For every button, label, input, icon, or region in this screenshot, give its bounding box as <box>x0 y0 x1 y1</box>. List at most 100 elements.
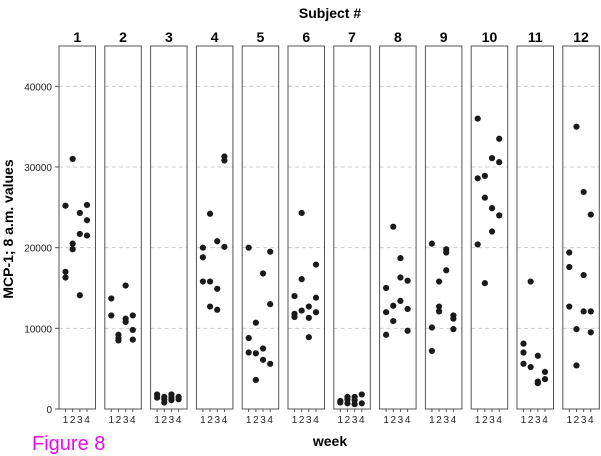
data-point <box>252 350 259 357</box>
data-point <box>267 360 274 367</box>
data-point <box>520 349 527 356</box>
data-point <box>298 276 305 283</box>
data-point <box>221 243 228 250</box>
facet-label: 8 <box>394 29 402 45</box>
x-tick-label: 4 <box>359 415 365 426</box>
data-point <box>488 205 496 212</box>
x-tick-label: 2 <box>253 415 259 426</box>
x-tick-label: 3 <box>260 415 266 426</box>
x-tick-label: 1 <box>154 415 160 426</box>
x-tick-label: 1 <box>338 415 344 426</box>
data-point <box>351 401 358 408</box>
data-point <box>383 309 390 316</box>
facet-label: 5 <box>257 29 265 45</box>
figure-caption: Figure 8 <box>32 433 106 455</box>
x-tick-label: 4 <box>267 415 273 426</box>
panel-frame <box>424 45 463 410</box>
x-tick-label: 4 <box>496 415 502 426</box>
data-point <box>481 172 488 179</box>
x-tick-label: 1 <box>63 415 69 426</box>
data-point <box>267 301 274 308</box>
data-point <box>474 115 481 122</box>
data-point <box>474 241 481 248</box>
data-point <box>358 391 365 398</box>
facet-panel-9: 9 1 2 3 4 <box>424 29 463 426</box>
x-tick-label: 4 <box>222 415 228 426</box>
x-tick-label: 4 <box>176 415 182 426</box>
data-point <box>428 347 435 355</box>
data-point <box>62 268 69 275</box>
data-point <box>83 217 91 224</box>
data-point <box>206 278 214 285</box>
x-tick-label: 1 <box>383 415 389 426</box>
data-point <box>390 223 397 230</box>
panel-frame <box>150 45 188 410</box>
data-point <box>108 312 115 319</box>
data-point <box>390 317 397 325</box>
data-point <box>496 135 503 142</box>
data-point <box>108 295 115 302</box>
facet-label: 6 <box>302 29 310 45</box>
panel-frame <box>104 45 142 410</box>
panel-frame <box>470 45 509 410</box>
panel-frame <box>562 45 600 410</box>
data-point <box>298 209 305 217</box>
x-tick-label: 1 <box>109 415 115 426</box>
data-point <box>76 230 83 238</box>
x-tick-label: 3 <box>169 415 175 426</box>
x-tick-label: 2 <box>528 415 534 426</box>
data-point <box>566 303 573 310</box>
panel-frame <box>58 45 96 410</box>
data-point <box>76 209 83 217</box>
data-point <box>435 278 443 285</box>
x-tick-label: 3 <box>489 415 495 426</box>
data-point <box>566 263 573 271</box>
x-tick-label: 3 <box>443 415 449 426</box>
y-tick-label: 20000 <box>24 244 52 255</box>
x-tick-label: 4 <box>130 415 136 426</box>
data-point <box>267 248 274 255</box>
data-point <box>496 212 503 219</box>
data-point <box>428 324 435 331</box>
panel-frame <box>195 45 234 410</box>
data-point <box>573 123 580 130</box>
data-point <box>566 249 573 256</box>
data-point <box>573 362 580 369</box>
data-point <box>397 255 404 262</box>
facet-label: 2 <box>119 29 127 45</box>
x-tick-label: 1 <box>567 415 573 426</box>
x-tick-label: 4 <box>588 415 594 426</box>
chart-title: Subject # <box>299 5 361 21</box>
data-point <box>69 155 76 163</box>
data-point <box>534 352 541 359</box>
data-point <box>404 305 411 313</box>
data-point <box>450 326 457 333</box>
data-point <box>161 393 168 400</box>
panel-frame <box>287 45 325 410</box>
x-tick-label: 1 <box>429 415 435 426</box>
y-tick-label: 0 <box>46 405 52 416</box>
data-point <box>199 254 206 261</box>
y-tick-label: 40000 <box>24 82 52 93</box>
data-point <box>587 308 594 315</box>
x-tick-label: 2 <box>390 415 396 426</box>
data-point <box>481 280 488 287</box>
facet-panel-3: 31 2 3 4 <box>150 29 188 426</box>
data-point <box>115 337 122 344</box>
y-axis: 0 10000 20000 30000 40000 <box>24 82 59 416</box>
x-tick-label: 1 <box>475 415 481 426</box>
data-point <box>404 327 411 334</box>
facet-panel-11: 111 2 3 4 <box>516 29 554 426</box>
data-point <box>259 345 267 352</box>
data-point <box>404 277 411 284</box>
data-point <box>397 297 404 305</box>
x-tick-label: 4 <box>542 415 548 426</box>
data-point <box>435 303 443 310</box>
x-tick-label: 3 <box>123 415 129 426</box>
facet-panel-5: 5 1 2 3 4 <box>241 29 280 426</box>
x-tick-label: 2 <box>574 415 580 426</box>
panel-frame <box>333 45 371 410</box>
x-tick-label: 3 <box>77 415 83 426</box>
facet-panel-12: 121 2 3 4 <box>562 29 600 426</box>
